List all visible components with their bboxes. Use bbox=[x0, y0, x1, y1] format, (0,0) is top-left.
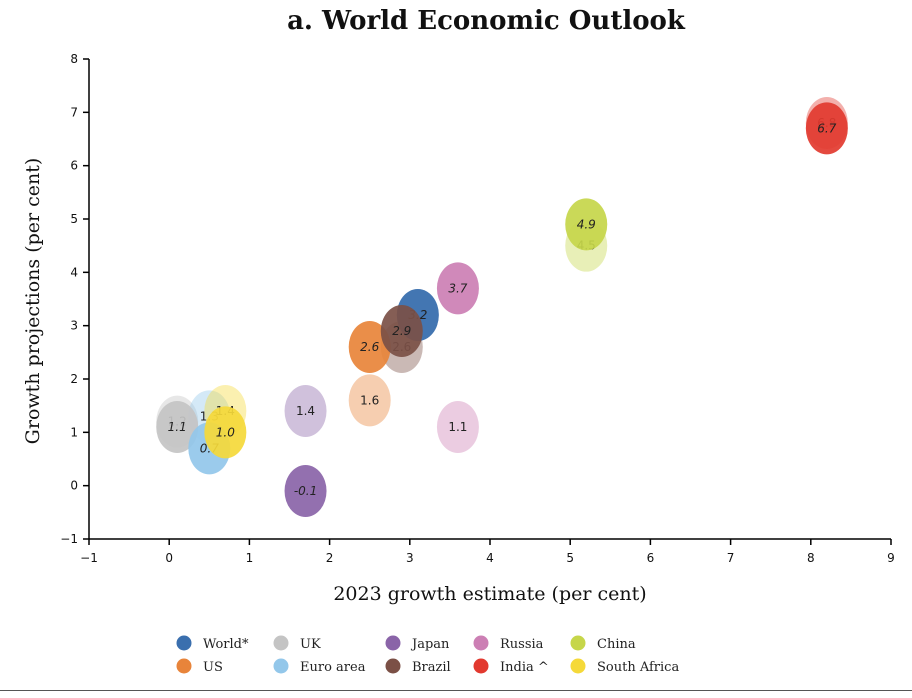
legend-label: China bbox=[597, 637, 636, 652]
y-tick-label: −1 bbox=[60, 532, 78, 546]
bubble-label: 3.7 bbox=[448, 281, 467, 295]
bubble-label: 2.9 bbox=[392, 324, 411, 338]
bubble-label: -0.1 bbox=[294, 484, 317, 498]
y-tick-label: 7 bbox=[70, 105, 78, 119]
legend-swatch bbox=[176, 635, 192, 651]
y-tick-label: 8 bbox=[70, 52, 78, 66]
bubble-label: 1.1 bbox=[448, 420, 467, 434]
legend-swatch bbox=[385, 635, 401, 651]
bubble-us-full bbox=[348, 321, 391, 373]
legend-label: Russia bbox=[500, 637, 544, 652]
bubble-japan-light bbox=[284, 385, 327, 437]
bubble-south-africa-full bbox=[204, 406, 247, 459]
bubble-us-light bbox=[348, 374, 391, 427]
bubble-brazil-full bbox=[380, 305, 423, 357]
x-tick-label: 5 bbox=[566, 551, 574, 565]
bubble-label: 1.4 bbox=[296, 404, 315, 418]
x-tick-label: 4 bbox=[486, 551, 494, 565]
legend-label: Euro area bbox=[300, 660, 366, 675]
x-tick-label: 1 bbox=[246, 551, 254, 565]
bubble-label: 6.7 bbox=[817, 121, 836, 135]
legend: World* US UK Euro area Japan Brazil Russia Indi… bbox=[176, 635, 679, 675]
bubble-label: 1.0 bbox=[216, 425, 235, 439]
bubble-uk-full bbox=[156, 401, 199, 453]
bubble-label: 4.9 bbox=[577, 217, 596, 231]
legend-swatch bbox=[176, 658, 192, 674]
bubble-china-full bbox=[565, 198, 608, 251]
bubble-label: 2.6 bbox=[360, 340, 379, 354]
bubbles-light: 3.21.61.21.31.42.61.16.84.51.4 bbox=[156, 97, 848, 453]
y-tick-label: 5 bbox=[70, 212, 78, 226]
bubble-russia-light bbox=[436, 401, 479, 453]
bubble-india-full bbox=[805, 102, 848, 155]
legend-label: US bbox=[203, 660, 223, 675]
x-tick-label: 8 bbox=[807, 551, 815, 565]
bottom-divider bbox=[0, 690, 912, 691]
y-tick-label: 4 bbox=[70, 265, 78, 279]
x-tick-label: 3 bbox=[406, 551, 414, 565]
y-tick-label: 1 bbox=[70, 425, 78, 439]
legend-swatch bbox=[385, 658, 401, 674]
x-axis-label: 2023 growth estimate (per cent) bbox=[333, 583, 646, 605]
x-tick-label: 9 bbox=[887, 551, 895, 565]
x-tick-label: 2 bbox=[326, 551, 334, 565]
x-tick-label: 7 bbox=[727, 551, 735, 565]
legend-swatch bbox=[273, 635, 289, 651]
x-tick-label: 0 bbox=[165, 551, 173, 565]
y-tick-label: 6 bbox=[70, 159, 78, 173]
x-tick-label: 6 bbox=[647, 551, 655, 565]
legend-swatch bbox=[570, 658, 586, 674]
x-ticks: −1 0 1 2 3 4 5 6 7 8 9 bbox=[80, 539, 895, 565]
y-tick-label: 3 bbox=[70, 319, 78, 333]
legend-label: Japan bbox=[410, 637, 450, 652]
bubble-label: 1.6 bbox=[360, 393, 379, 407]
x-tick-label: −1 bbox=[80, 551, 98, 565]
y-ticks: −1 0 1 2 3 4 5 6 7 8 bbox=[60, 52, 89, 546]
legend-swatch bbox=[473, 635, 489, 651]
bubble-japan-full bbox=[284, 465, 327, 517]
y-tick-label: 2 bbox=[70, 372, 78, 386]
legend-label: Brazil bbox=[412, 660, 451, 675]
legend-label: South Africa bbox=[597, 660, 679, 675]
y-tick-label: 0 bbox=[70, 479, 78, 493]
legend-label: India ^ bbox=[500, 660, 549, 675]
bubble-label: 1.1 bbox=[168, 420, 187, 434]
legend-label: World* bbox=[203, 637, 249, 652]
bubbles-full: 3.22.61.10.7-0.12.93.76.74.91.0 bbox=[156, 102, 848, 517]
y-axis-label: Growth projections (per cent) bbox=[22, 158, 44, 445]
legend-swatch bbox=[570, 635, 586, 651]
legend-label: UK bbox=[300, 637, 321, 652]
chart-title: a. World Economic Outlook bbox=[287, 6, 686, 36]
bubble-russia-full bbox=[436, 262, 479, 315]
legend-swatch bbox=[273, 658, 289, 674]
legend-swatch bbox=[473, 658, 489, 674]
